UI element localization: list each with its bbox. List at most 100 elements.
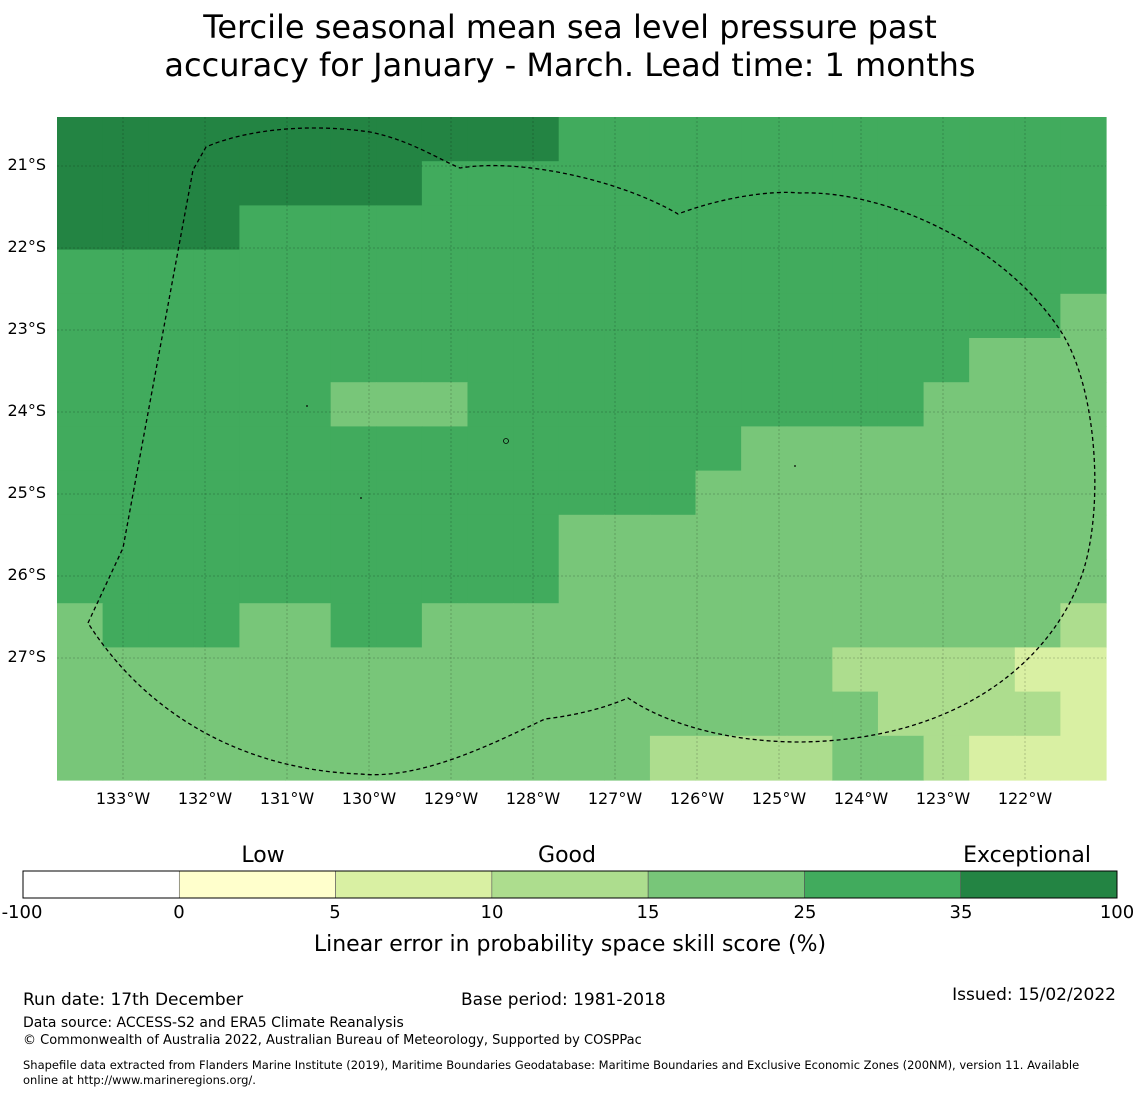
map-cell: [649, 249, 697, 295]
map-cell: [923, 205, 970, 251]
map-cell: [877, 514, 925, 560]
map-cell: [741, 559, 788, 604]
map-cell: [513, 647, 560, 693]
map-cell: [558, 603, 605, 648]
map-cell: [57, 735, 104, 781]
lon-label-129w: 129°W: [423, 789, 479, 808]
map-cell: [695, 161, 742, 206]
map-cell: [239, 249, 286, 295]
map-cell: [57, 382, 104, 427]
lat-label-27s: 27°S: [7, 647, 46, 666]
map-cell: [649, 117, 697, 162]
map-cell: [832, 117, 879, 162]
colorbar-tick: 10: [480, 902, 504, 923]
map-cell: [604, 249, 651, 295]
map-cell: [285, 691, 332, 737]
lon-label-133w: 133°W: [95, 789, 151, 808]
map-cell: [923, 514, 970, 560]
map-cell: [558, 205, 605, 251]
map-cell: [741, 338, 788, 383]
map-cell: [57, 117, 104, 162]
map-cell: [1014, 205, 1061, 251]
map-cell: [239, 603, 286, 648]
map-cell: [923, 161, 970, 206]
map-cell: [649, 559, 697, 604]
map-cell: [193, 249, 241, 295]
map-cell: [969, 603, 1016, 648]
map-cell: [877, 161, 925, 206]
map-cell: [467, 691, 514, 737]
run-date: Run date: 17th December: [23, 990, 244, 1010]
map-cell: [239, 117, 286, 162]
map-cell: [832, 205, 879, 251]
map-cell: [513, 117, 560, 162]
map-cell: [285, 382, 332, 427]
map-cell: [376, 426, 423, 472]
map-cell: [285, 426, 332, 472]
map-cell: [239, 691, 286, 737]
colorbar-label: Linear error in probability space skill …: [313, 932, 827, 957]
lon-label-126w: 126°W: [669, 789, 725, 808]
map-cell: [239, 735, 286, 781]
map-cell: [877, 691, 925, 737]
map-cell: [741, 161, 788, 206]
map-cell: [741, 647, 788, 693]
map-cell: [786, 603, 833, 648]
map-cell: [421, 735, 469, 781]
map-cell: [467, 249, 514, 295]
lat-label-23s: 23°S: [7, 319, 46, 338]
map-cell: [604, 470, 651, 516]
map-cell: [695, 735, 742, 781]
map-cell: [1060, 382, 1107, 427]
map-cell: [102, 559, 149, 604]
colorbar-bin: [178, 870, 336, 899]
map-cell: [239, 470, 286, 516]
map-cell: [330, 117, 377, 162]
map-cell: [57, 691, 104, 737]
map-cell: [239, 205, 286, 251]
map-cell: [558, 426, 605, 472]
map-cell: [741, 293, 788, 339]
map-cell: [558, 249, 605, 295]
map-cell: [786, 249, 833, 295]
map-cell: [330, 691, 377, 737]
lat-label-21s: 21°S: [7, 155, 46, 174]
map-cell: [330, 161, 377, 206]
map-cell: [558, 735, 605, 781]
map-cell: [695, 426, 742, 472]
map-cell: [786, 470, 833, 516]
map-cell: [558, 514, 605, 560]
map-cell: [877, 603, 925, 648]
map-cell: [57, 514, 104, 560]
map-cell: [695, 205, 742, 251]
map-cell: [741, 470, 788, 516]
map-cell: [102, 647, 149, 693]
map-cell: [558, 338, 605, 383]
map-cell: [239, 647, 286, 693]
map-cell: [285, 514, 332, 560]
map-cell: [285, 205, 332, 251]
map-cell: [604, 338, 651, 383]
map-cell: [1060, 559, 1107, 604]
map-cell: [969, 691, 1016, 737]
map-cell: [786, 426, 833, 472]
map-cell: [877, 735, 925, 781]
map-cell: [1060, 426, 1107, 472]
map-cell: [877, 249, 925, 295]
map-cell: [376, 382, 423, 427]
colorbar-bin: [22, 870, 180, 899]
map-cell: [285, 161, 332, 206]
colorbar-tick: 25: [793, 902, 817, 923]
map-cell: [604, 691, 651, 737]
map-cell: [513, 338, 560, 383]
map-cell: [877, 338, 925, 383]
map-cell: [57, 647, 104, 693]
map-cell: [376, 117, 423, 162]
map-cell: [923, 470, 970, 516]
map-cell: [148, 514, 195, 560]
map-cell: [421, 647, 469, 693]
map-cell: [513, 293, 560, 339]
map-cell: [923, 559, 970, 604]
map-cell: [421, 249, 469, 295]
map-cell: [786, 338, 833, 383]
